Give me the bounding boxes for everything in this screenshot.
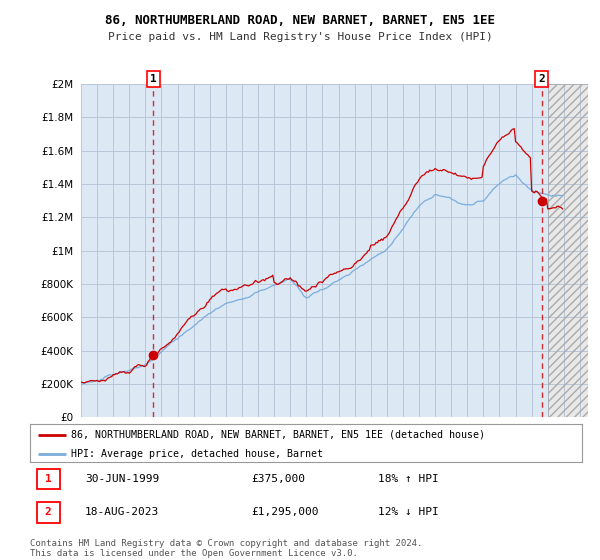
Text: £375,000: £375,000 bbox=[251, 474, 305, 484]
Text: 30-JUN-1999: 30-JUN-1999 bbox=[85, 474, 160, 484]
FancyBboxPatch shape bbox=[37, 502, 60, 523]
Bar bbox=[564, 84, 572, 417]
Bar bbox=[556, 84, 564, 417]
Text: 18-AUG-2023: 18-AUG-2023 bbox=[85, 507, 160, 517]
Text: 1: 1 bbox=[150, 74, 157, 84]
Bar bbox=[572, 84, 580, 417]
Bar bbox=[548, 84, 588, 417]
Text: Contains HM Land Registry data © Crown copyright and database right 2024.
This d: Contains HM Land Registry data © Crown c… bbox=[30, 539, 422, 558]
Text: 1: 1 bbox=[45, 474, 52, 484]
Bar bbox=[548, 84, 556, 417]
Bar bbox=[548, 84, 588, 417]
Text: £1,295,000: £1,295,000 bbox=[251, 507, 319, 517]
Text: 86, NORTHUMBERLAND ROAD, NEW BARNET, BARNET, EN5 1EE (detached house): 86, NORTHUMBERLAND ROAD, NEW BARNET, BAR… bbox=[71, 430, 485, 440]
Text: Price paid vs. HM Land Registry's House Price Index (HPI): Price paid vs. HM Land Registry's House … bbox=[107, 32, 493, 43]
Text: HPI: Average price, detached house, Barnet: HPI: Average price, detached house, Barn… bbox=[71, 449, 323, 459]
Text: 86, NORTHUMBERLAND ROAD, NEW BARNET, BARNET, EN5 1EE: 86, NORTHUMBERLAND ROAD, NEW BARNET, BAR… bbox=[105, 14, 495, 27]
Bar bbox=[580, 84, 588, 417]
Text: 2: 2 bbox=[45, 507, 52, 517]
Text: 2: 2 bbox=[538, 74, 545, 84]
Text: 12% ↓ HPI: 12% ↓ HPI bbox=[378, 507, 439, 517]
FancyBboxPatch shape bbox=[37, 469, 60, 489]
Text: 18% ↑ HPI: 18% ↑ HPI bbox=[378, 474, 439, 484]
